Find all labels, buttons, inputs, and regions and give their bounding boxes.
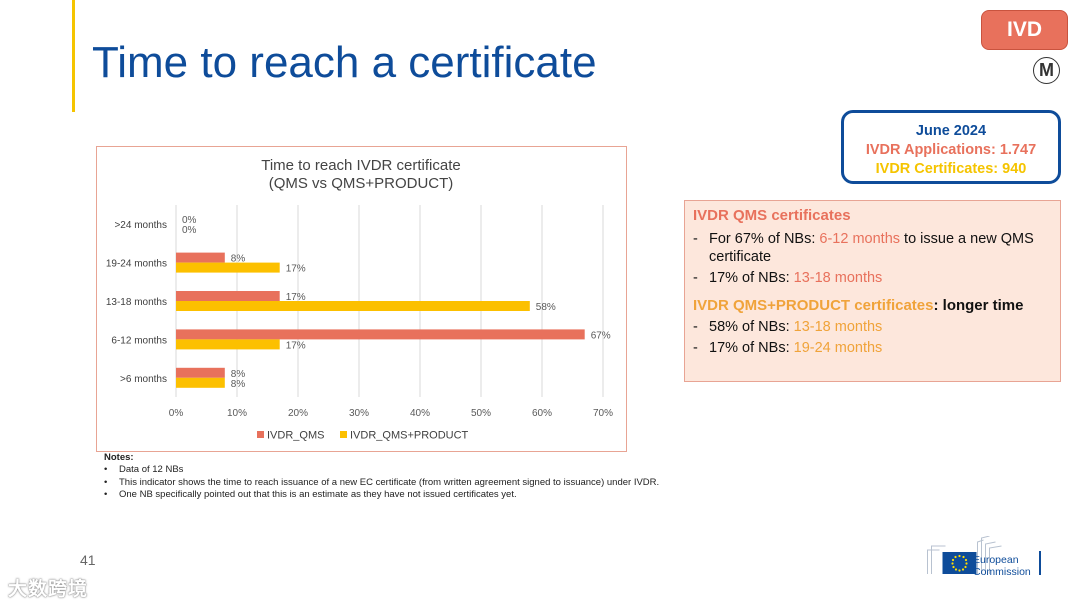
ec-wordmark-line2: Commission — [973, 566, 1031, 578]
note-item: • This indicator shows the time to reach … — [104, 476, 660, 488]
category-label: >24 months — [114, 220, 167, 231]
category-label: >6 months — [120, 374, 167, 385]
european-commission-logo — [927, 536, 1002, 574]
m-circle-icon: M — [1033, 57, 1060, 84]
qms-bullet-2: - 17% of NBs: 13-18 months — [693, 270, 883, 286]
category-label: 6-12 months — [111, 335, 167, 346]
data-label: 17% — [286, 340, 306, 351]
building-icon — [927, 536, 1002, 574]
ec-wordmark: European Commission — [973, 554, 1031, 578]
x-tick-label: 40% — [410, 408, 430, 419]
chart-subtitle: (QMS vs QMS+PRODUCT) — [269, 175, 454, 192]
x-tick-label: 70% — [593, 408, 613, 419]
notes: Notes: • Data of 12 NBs • This indicator s… — [104, 452, 804, 501]
info-applications: IVDR Applications: 1.747 — [865, 142, 1037, 158]
bar-qms — [176, 291, 280, 301]
legend-label: IVDR_QMS — [267, 430, 324, 442]
bar-product — [176, 301, 530, 311]
note-text: One NB specifically pointed out that thi… — [119, 488, 517, 500]
note-text: Data of 12 NBs — [119, 464, 184, 476]
x-tick-label: 60% — [532, 408, 552, 419]
product-section-title: IVDR QMS+PRODUCT certificates: longer ti… — [693, 297, 1052, 314]
note-text: This indicator shows the time to reach i… — [119, 476, 660, 488]
data-label: 67% — [591, 330, 611, 341]
bar-qms — [176, 252, 225, 263]
category-label: 13-18 months — [106, 297, 167, 308]
product-bullet-1-pre: 58% of NBs: — [709, 319, 794, 335]
eu-stars-icon — [951, 554, 968, 572]
bar-product — [176, 377, 225, 388]
product-bullet-1-highlight: 13-18 months — [793, 319, 883, 335]
qms-bullet-1-highlight: 6-12 months — [819, 231, 901, 247]
ivd-badge: IVD — [981, 10, 1068, 50]
x-tick-label: 0% — [169, 408, 184, 419]
legend-label: IVDR_QMS+PRODUCT — [350, 430, 469, 442]
bar-qms — [176, 367, 225, 378]
slide-title: Time to reach a certificate — [92, 38, 597, 87]
data-label: 0% — [182, 215, 197, 226]
info-box: June 2024 IVDR Applications: 1.747 IVDR … — [841, 110, 1061, 184]
product-title-highlight: IVDR QMS+PRODUCT certificates — [693, 297, 934, 314]
category-label: 19-24 months — [106, 259, 167, 270]
summary-panel: IVDR QMS certificates - For 67% of NBs: … — [684, 200, 1061, 382]
bar-product — [176, 339, 280, 350]
qms-bullet-1-post: to issue a new QMS certificate — [709, 231, 1034, 265]
x-tick-label: 30% — [349, 408, 369, 419]
qms-section-title: IVDR QMS certificates — [693, 207, 851, 224]
product-bullet-2-pre: 17% of NBs: — [709, 340, 794, 356]
qms-bullet-1-pre: For 67% of NBs: — [709, 231, 820, 247]
page-number: 41 — [80, 552, 96, 568]
product-bullet-2: - 17% of NBs: 19-24 months — [693, 340, 883, 356]
data-label: 0% — [182, 225, 197, 236]
qms-bullet-1: - For 67% of NBs: 6-12 months to issue a… — [693, 231, 1034, 265]
ec-wordmark-line1: European — [973, 554, 1019, 566]
notes-title: Notes: — [104, 452, 134, 463]
info-certificates: IVDR Certificates: 940 — [875, 161, 1027, 177]
product-bullet-1: - 58% of NBs: 13-18 months — [693, 319, 883, 335]
x-tick-label: 10% — [227, 408, 247, 419]
ec-divider — [1039, 551, 1041, 575]
bar-qms — [176, 329, 585, 340]
bar-chart: Time to reach IVDR certificate(QMS vs QM… — [106, 157, 613, 442]
legend-swatch — [340, 431, 347, 438]
info-date: June 2024 — [915, 123, 987, 139]
data-label: 8% — [231, 379, 246, 390]
product-bullet-2-highlight: 19-24 months — [793, 340, 883, 356]
data-label: 17% — [286, 292, 306, 303]
title-accent-bar — [72, 0, 75, 112]
x-tick-label: 20% — [288, 408, 308, 419]
data-label: 17% — [286, 264, 306, 275]
qms-bullet-2-pre: 17% of NBs: — [709, 270, 794, 286]
chart-frame: Time to reach IVDR certificate (QMS vs QM… — [96, 146, 627, 452]
x-tick-label: 50% — [471, 408, 491, 419]
data-label: 8% — [231, 254, 246, 265]
note-item: • Data of 12 NBs — [104, 464, 184, 476]
legend-swatch — [257, 431, 264, 438]
eu-flag-icon — [942, 552, 977, 574]
chart-title: Time to reach IVDR certificate — [261, 157, 461, 174]
data-label: 8% — [231, 369, 246, 380]
qms-bullet-2-highlight: 13-18 months — [793, 270, 883, 286]
data-label: 58% — [536, 302, 556, 313]
watermark: 大数跨境 — [8, 579, 89, 600]
product-title-post: : longer time — [933, 297, 1024, 314]
bar-product — [176, 262, 280, 273]
note-item: • One NB specifically pointed out that th… — [104, 488, 517, 500]
